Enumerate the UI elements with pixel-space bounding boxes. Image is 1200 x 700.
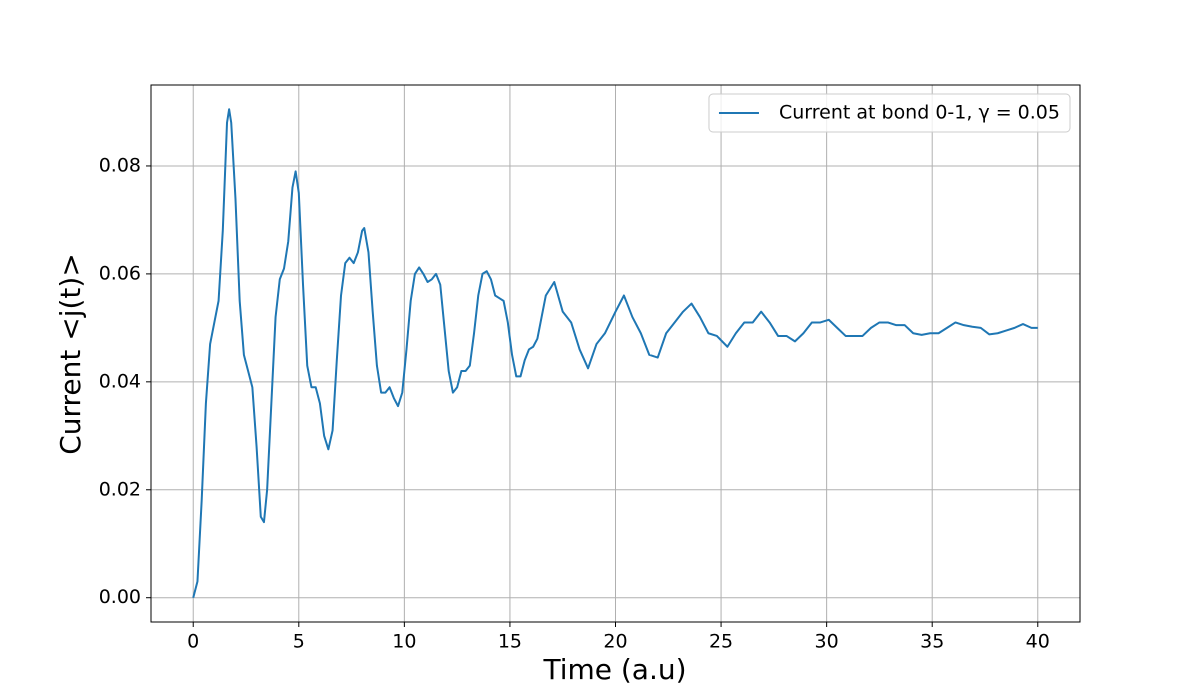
data-line xyxy=(192,108,1038,598)
y-tick-label: 0.08 xyxy=(99,154,141,176)
x-tick-label: 20 xyxy=(603,631,627,653)
x-tick-label: 10 xyxy=(392,631,416,653)
y-tick-label: 0.04 xyxy=(99,370,141,392)
y-tick-label: 0.06 xyxy=(99,262,141,284)
x-tick-label: 30 xyxy=(815,631,839,653)
x-tick-label: 5 xyxy=(293,631,305,653)
legend-box xyxy=(708,93,1071,133)
legend: Current at bond 0-1, γ = 0.05 xyxy=(708,93,1071,133)
x-tick-label: 0 xyxy=(187,631,199,653)
x-tick-label: 40 xyxy=(1026,631,1050,653)
y-axis-label: Current <j(t)> xyxy=(54,253,87,455)
plot-frame xyxy=(150,84,1081,623)
legend-label: Current at bond 0-1, γ = 0.05 xyxy=(779,102,1060,124)
y-tick-label: 0.00 xyxy=(99,586,141,608)
x-axis-label: Time (a.u) xyxy=(542,653,686,686)
x-tick-label: 15 xyxy=(498,631,522,653)
x-tick-label: 25 xyxy=(709,631,733,653)
x-tick-label: 35 xyxy=(920,631,944,653)
y-tick-label: 0.02 xyxy=(99,478,141,500)
